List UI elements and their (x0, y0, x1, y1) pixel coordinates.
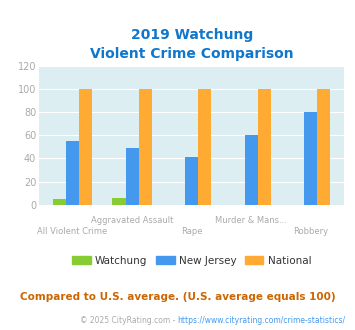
Bar (317, 89, 331, 205)
Text: https://www.cityrating.com/crime-statistics/: https://www.cityrating.com/crime-statist… (178, 316, 346, 325)
Text: Robbery: Robbery (293, 227, 328, 236)
Text: Rape: Rape (181, 227, 202, 236)
Text: Murder & Mans...: Murder & Mans... (215, 216, 287, 225)
Legend: Watchung, New Jersey, National: Watchung, New Jersey, National (68, 251, 315, 270)
Bar (139, 89, 152, 205)
Text: Compared to U.S. average. (U.S. average equals 100): Compared to U.S. average. (U.S. average … (20, 292, 335, 302)
Bar (126, 148, 139, 205)
Text: All Violent Crime: All Violent Crime (38, 227, 108, 236)
Title: 2019 Watchung
Violent Crime Comparison: 2019 Watchung Violent Crime Comparison (90, 28, 294, 61)
Bar (198, 89, 211, 205)
Bar (185, 157, 198, 205)
Text: © 2025 CityRating.com -: © 2025 CityRating.com - (80, 316, 178, 325)
Bar (79, 89, 92, 205)
Bar (113, 198, 126, 205)
Text: Aggravated Assault: Aggravated Assault (91, 216, 173, 225)
Bar (66, 141, 79, 205)
Bar (53, 199, 66, 205)
Bar (245, 135, 258, 205)
Bar (258, 89, 271, 205)
Bar (304, 112, 317, 205)
